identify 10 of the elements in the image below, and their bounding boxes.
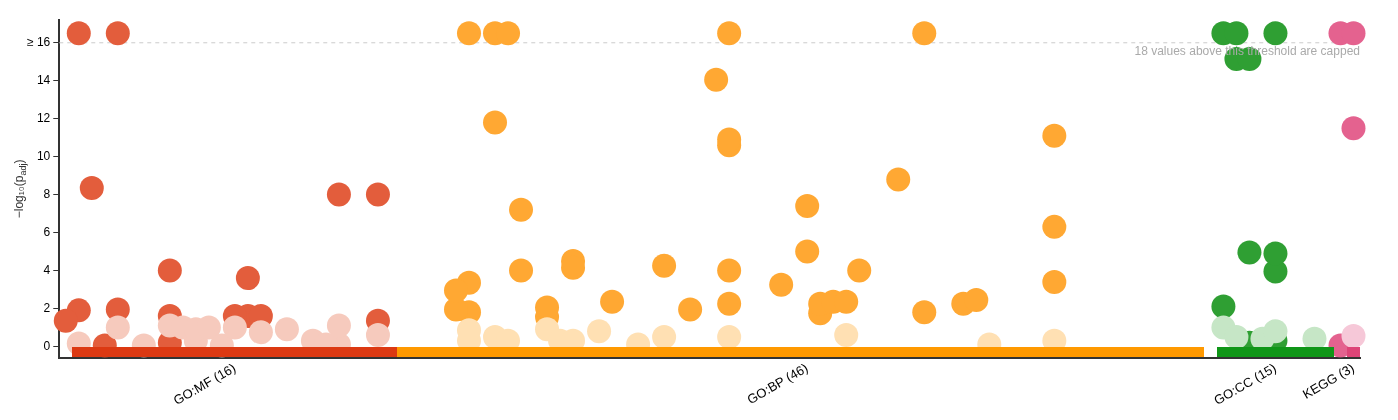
- y-tick-label: 12: [36, 111, 51, 125]
- y-axis-title: −log₁₀(padj): [12, 159, 29, 219]
- y-tick-label: 8: [43, 186, 51, 201]
- y-tick-label: 6: [43, 224, 51, 239]
- y-tick-label: 4: [43, 262, 51, 277]
- y-tick-label: 14: [36, 73, 51, 88]
- y-tick-label: ≥ 16: [26, 35, 51, 50]
- y-tick-label: 0: [43, 338, 51, 353]
- y-tick-label: 2: [43, 300, 51, 315]
- y-tick-label: 10: [36, 148, 51, 163]
